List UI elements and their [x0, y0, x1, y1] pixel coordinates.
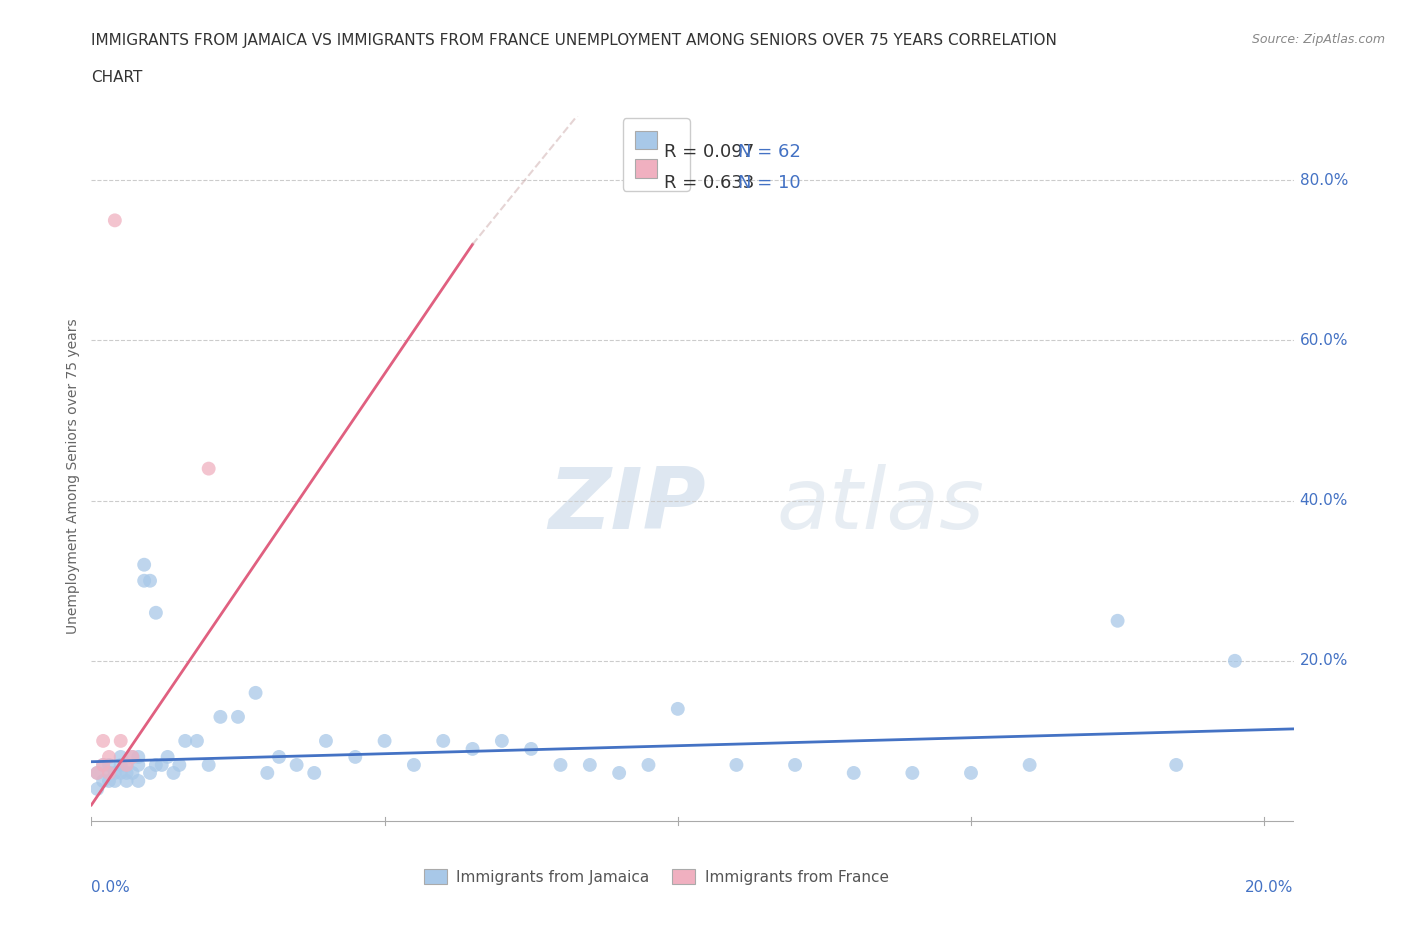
Text: 20.0%: 20.0% — [1299, 653, 1348, 669]
Point — [115, 757, 138, 772]
Point — [666, 701, 689, 716]
Point — [121, 750, 143, 764]
Point — [86, 765, 108, 780]
Text: N = 62: N = 62 — [738, 142, 801, 161]
Point — [134, 557, 156, 572]
Point — [139, 765, 162, 780]
Point — [197, 461, 219, 476]
Point — [637, 757, 659, 772]
Point — [550, 757, 572, 772]
Point — [402, 757, 425, 772]
Point — [115, 765, 138, 780]
Point — [86, 781, 108, 796]
Point — [579, 757, 602, 772]
Point — [139, 573, 162, 588]
Point — [197, 757, 219, 772]
Point — [901, 765, 924, 780]
Point — [960, 765, 983, 780]
Text: 0.0%: 0.0% — [91, 880, 131, 896]
Point — [91, 757, 114, 772]
Point — [98, 774, 121, 789]
Text: ZIP: ZIP — [548, 464, 706, 547]
Point — [115, 757, 138, 772]
Text: N = 10: N = 10 — [738, 174, 801, 193]
Text: atlas: atlas — [776, 464, 984, 547]
Point — [302, 765, 325, 780]
Point — [121, 765, 143, 780]
Point — [110, 750, 132, 764]
Point — [115, 774, 138, 789]
Point — [91, 757, 114, 772]
Point — [86, 765, 108, 780]
Point — [169, 757, 191, 772]
Text: CHART: CHART — [91, 70, 143, 85]
Point — [110, 765, 132, 780]
Point — [1018, 757, 1040, 772]
Point — [104, 765, 127, 780]
Text: 80.0%: 80.0% — [1299, 173, 1348, 188]
Point — [783, 757, 806, 772]
Point — [315, 734, 337, 749]
Point — [150, 757, 173, 772]
Point — [98, 757, 121, 772]
Point — [256, 765, 278, 780]
Point — [520, 741, 543, 756]
Point — [1107, 614, 1129, 629]
Point — [725, 757, 748, 772]
Point — [104, 774, 127, 789]
Point — [110, 757, 132, 772]
Point — [209, 710, 232, 724]
Point — [245, 685, 267, 700]
Point — [127, 757, 149, 772]
Text: IMMIGRANTS FROM JAMAICA VS IMMIGRANTS FROM FRANCE UNEMPLOYMENT AMONG SENIORS OVE: IMMIGRANTS FROM JAMAICA VS IMMIGRANTS FR… — [91, 33, 1057, 47]
Y-axis label: Unemployment Among Seniors over 75 years: Unemployment Among Seniors over 75 years — [66, 319, 80, 634]
Point — [134, 573, 156, 588]
Point — [491, 734, 513, 749]
Point — [1166, 757, 1188, 772]
Legend: Immigrants from Jamaica, Immigrants from France: Immigrants from Jamaica, Immigrants from… — [418, 862, 894, 891]
Point — [104, 213, 127, 228]
Point — [162, 765, 184, 780]
Point — [186, 734, 208, 749]
Point — [461, 741, 484, 756]
Text: 40.0%: 40.0% — [1299, 493, 1348, 508]
Text: 60.0%: 60.0% — [1299, 333, 1348, 348]
Point — [91, 734, 114, 749]
Point — [98, 750, 121, 764]
Point — [432, 734, 454, 749]
Point — [156, 750, 179, 764]
Text: R = 0.097: R = 0.097 — [664, 142, 754, 161]
Point — [98, 765, 121, 780]
Point — [285, 757, 308, 772]
Point — [91, 774, 114, 789]
Point — [226, 710, 249, 724]
Text: R = 0.633: R = 0.633 — [664, 174, 754, 193]
Point — [127, 774, 149, 789]
Point — [145, 757, 167, 772]
Point — [121, 750, 143, 764]
Point — [145, 605, 167, 620]
Text: 20.0%: 20.0% — [1246, 880, 1294, 896]
Point — [374, 734, 396, 749]
Point — [607, 765, 630, 780]
Point — [174, 734, 197, 749]
Point — [842, 765, 865, 780]
Point — [98, 765, 121, 780]
Point — [127, 750, 149, 764]
Point — [110, 734, 132, 749]
Point — [344, 750, 367, 764]
Point — [267, 750, 290, 764]
Point — [1223, 654, 1246, 669]
Text: Source: ZipAtlas.com: Source: ZipAtlas.com — [1251, 33, 1385, 46]
